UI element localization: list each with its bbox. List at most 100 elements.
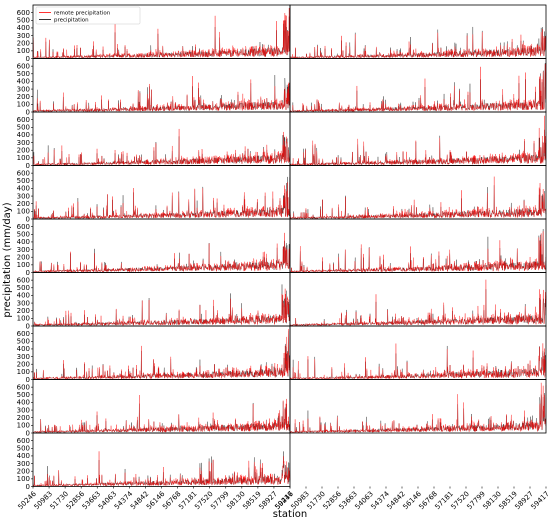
panel-frame <box>289 111 547 166</box>
panel-8 <box>289 165 547 220</box>
series-line-remote-precipitation <box>289 115 547 166</box>
y-tick-label: 100 <box>17 475 30 483</box>
y-tick-label: 500 <box>17 231 30 239</box>
y-tick-label: 400 <box>17 345 30 353</box>
series-line-remote-precipitation <box>289 29 547 59</box>
y-tick-label: 100 <box>17 422 30 430</box>
legend-box <box>35 6 141 25</box>
series-line-remote-precipitation <box>32 232 291 273</box>
y-tick-label: 200 <box>17 361 30 369</box>
y-tick-label: 200 <box>17 414 30 422</box>
series-line-remote-precipitation <box>289 231 547 273</box>
y-tick-label: 500 <box>17 177 30 185</box>
y-tick-label: 300 <box>17 246 30 254</box>
y-tick-label: 0 <box>26 162 30 170</box>
y-tick-label: 100 <box>17 261 30 269</box>
y-tick-label: 600 <box>17 330 30 338</box>
y-tick-label: 0 <box>26 322 30 330</box>
series-line-remote-precipitation <box>289 62 547 113</box>
series-line-remote-precipitation <box>289 343 547 380</box>
y-tick-label: 500 <box>17 284 30 292</box>
series-line-remote-precipitation <box>289 382 547 434</box>
y-tick-label: 100 <box>17 154 30 162</box>
y-tick-label: 500 <box>17 338 30 346</box>
y-tick-label: 300 <box>17 460 30 468</box>
y-tick-label: 0 <box>26 108 30 116</box>
y-tick-label: 600 <box>17 62 30 70</box>
y-tick-label: 0 <box>26 215 30 223</box>
panel-frame <box>32 111 291 166</box>
y-tick-label: 400 <box>17 292 30 300</box>
legend-label: remote precipitation <box>54 11 111 17</box>
y-tick-label: 100 <box>17 101 30 109</box>
panel-frame <box>289 58 547 113</box>
series-line-precipitation <box>289 129 547 166</box>
y-tick-label: 200 <box>17 93 30 101</box>
series-line-remote-precipitation <box>32 128 291 166</box>
y-tick-label: 400 <box>17 131 30 139</box>
panel-10 <box>289 218 547 273</box>
y-tick-label: 500 <box>17 445 30 453</box>
series-line-precipitation <box>289 63 547 113</box>
panel-frame <box>32 218 291 273</box>
y-tick-label: 300 <box>17 32 30 40</box>
legend-label: precipitation <box>54 18 89 24</box>
y-tick-label: 200 <box>17 307 30 315</box>
panel-2 <box>289 4 547 59</box>
y-tick-label: 200 <box>17 254 30 262</box>
y-tick-label: 300 <box>17 406 30 414</box>
y-tick-label: 300 <box>17 353 30 361</box>
series-line-remote-precipitation <box>32 329 291 380</box>
y-tick-label: 600 <box>17 437 30 445</box>
panel-6 <box>289 111 547 166</box>
y-tick-label: 100 <box>17 315 30 323</box>
series-line-precipitation <box>32 330 291 380</box>
panel-12 <box>289 272 547 327</box>
series-line-remote-precipitation <box>32 451 291 487</box>
y-tick-label: 600 <box>17 9 30 17</box>
y-tick-label: 0 <box>26 376 30 384</box>
series-line-remote-precipitation <box>32 182 291 220</box>
series-line-remote-precipitation <box>32 8 291 59</box>
x-axis-label: station <box>273 509 307 520</box>
y-tick-label: 0 <box>26 429 30 437</box>
y-tick-label: 500 <box>17 391 30 399</box>
y-tick-label: 400 <box>17 238 30 246</box>
y-tick-label: 300 <box>17 299 30 307</box>
y-tick-label: 600 <box>17 116 30 124</box>
panel-frame <box>289 379 547 434</box>
panel-16 <box>289 379 547 434</box>
series-line-remote-precipitation <box>289 176 547 220</box>
y-tick-label: 0 <box>26 483 30 491</box>
y-tick-label: 0 <box>26 269 30 277</box>
y-tick-label: 400 <box>17 24 30 32</box>
y-tick-label: 200 <box>17 468 30 476</box>
y-tick-label: 200 <box>17 200 30 208</box>
y-axis-label: precipitation (mm/day) <box>2 202 13 317</box>
series-line-precipitation <box>289 393 547 434</box>
y-tick-label: 600 <box>17 276 30 284</box>
y-tick-label: 0 <box>26 55 30 63</box>
y-tick-label: 500 <box>17 17 30 25</box>
panel-frame <box>289 218 547 273</box>
panels-layer: 0100200300400500600010020030040050060001… <box>17 4 550 511</box>
y-tick-label: 500 <box>17 70 30 78</box>
y-tick-label: 200 <box>17 147 30 155</box>
y-tick-label: 300 <box>17 139 30 147</box>
series-line-precipitation <box>289 345 547 380</box>
y-tick-label: 400 <box>17 78 30 86</box>
right-x-tick-label: 59417 <box>530 490 550 511</box>
panel-frame <box>289 165 547 220</box>
panel-frame <box>32 325 291 380</box>
panel-4 <box>289 58 547 113</box>
